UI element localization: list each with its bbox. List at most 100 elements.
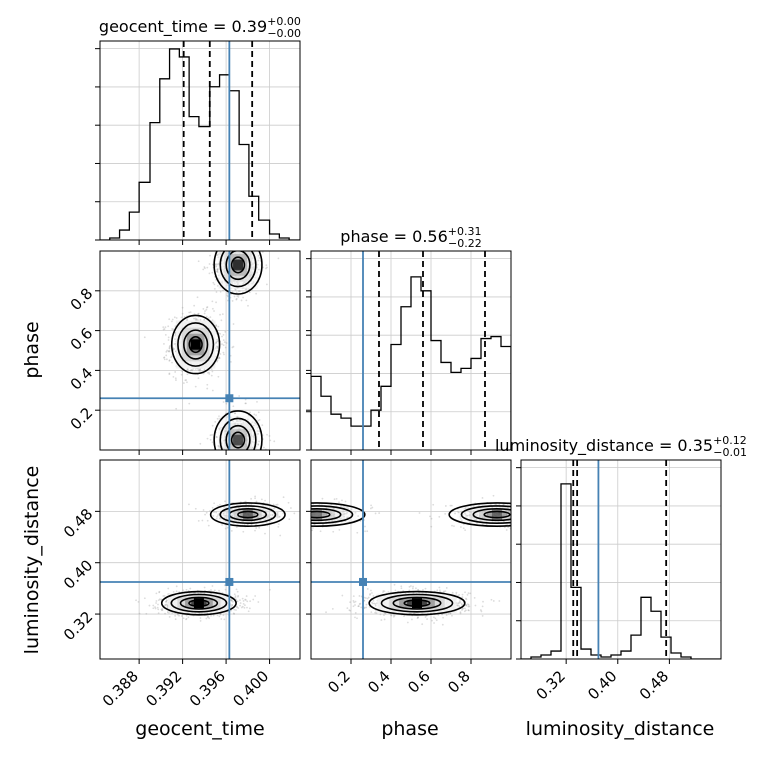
sample-point — [164, 603, 167, 606]
axes-frame — [310, 250, 512, 451]
sample-point — [254, 497, 256, 500]
sample-point — [467, 609, 470, 612]
sample-point — [172, 347, 175, 350]
sample-point — [481, 497, 484, 499]
sample-point — [463, 507, 466, 510]
sample-point — [228, 452, 230, 454]
sample-point — [506, 523, 509, 526]
axes-frame — [99, 40, 301, 241]
density-cell — [233, 434, 243, 447]
sample-point — [226, 515, 229, 517]
sample-point — [374, 609, 377, 612]
sample-point — [215, 301, 217, 304]
sample-point — [483, 510, 486, 513]
sample-point — [492, 600, 495, 602]
sample-point — [163, 358, 166, 361]
sample-point — [317, 515, 320, 517]
sample-point — [309, 522, 311, 524]
sample-point — [145, 612, 148, 615]
sample-point — [233, 454, 235, 456]
sample-point — [468, 513, 471, 516]
sample-point — [241, 441, 244, 444]
contour-line — [380, 593, 454, 613]
sample-point — [171, 320, 173, 323]
sample-point — [302, 519, 304, 521]
sample-point — [364, 525, 366, 528]
density-cell — [311, 512, 327, 517]
x-tick-label: 0.2 — [324, 667, 354, 697]
truth-marker — [225, 577, 234, 586]
sample-point — [260, 498, 263, 501]
sample-point — [235, 519, 238, 522]
sample-point — [211, 389, 214, 392]
sample-point — [164, 612, 166, 615]
sample-point — [234, 247, 236, 249]
sample-point — [501, 515, 504, 517]
sample-point — [232, 455, 234, 457]
sample-point — [258, 430, 261, 433]
sample-point — [535, 510, 537, 512]
sample-point — [230, 599, 233, 602]
sample-point — [157, 603, 159, 606]
sample-point — [246, 439, 249, 442]
sample-point — [365, 606, 368, 609]
sample-point — [245, 244, 247, 246]
sample-point — [535, 509, 537, 511]
sample-point — [172, 590, 175, 593]
sample-point — [238, 248, 240, 250]
sample-point — [230, 246, 232, 248]
sample-point — [438, 586, 441, 589]
sample-point — [237, 461, 239, 463]
sample-point — [249, 514, 251, 517]
sample-point — [222, 614, 225, 617]
sample-point — [340, 505, 342, 508]
sample-point — [189, 587, 192, 590]
sample-point — [236, 429, 239, 431]
x-tick-label: 0.32 — [533, 667, 569, 703]
sample-point — [224, 430, 226, 433]
sample-point — [180, 316, 183, 319]
sample-point — [231, 600, 234, 603]
sample-point — [247, 514, 250, 517]
contour-line — [177, 322, 215, 367]
sample-point — [475, 518, 477, 521]
sample-point — [182, 382, 185, 384]
sample-point — [370, 611, 373, 614]
sample-point — [257, 419, 260, 422]
sample-point — [482, 600, 484, 603]
sample-point — [406, 621, 409, 624]
sample-point — [210, 374, 213, 377]
sample-point — [369, 592, 372, 595]
sample-point — [290, 518, 292, 520]
sample-point — [387, 591, 390, 593]
sample-point — [460, 510, 463, 513]
sample-point — [273, 507, 276, 510]
contour-line — [188, 599, 210, 608]
sample-point — [194, 507, 197, 510]
sample-point — [152, 607, 155, 610]
sample-point — [465, 598, 468, 601]
sample-point — [241, 520, 244, 523]
sample-point — [224, 429, 227, 432]
sample-point — [244, 461, 246, 463]
sample-point — [204, 310, 206, 312]
sample-point — [215, 265, 218, 267]
sample-point — [214, 265, 217, 268]
sample-point — [234, 455, 236, 457]
sample-point — [202, 268, 205, 271]
sample-point — [175, 590, 178, 593]
sample-point — [258, 440, 260, 443]
sample-point — [309, 505, 311, 507]
sample-point — [260, 514, 263, 517]
sample-point — [492, 494, 495, 497]
sample-point — [282, 524, 284, 526]
sample-point — [233, 246, 235, 248]
sample-point — [390, 614, 393, 617]
sample-point — [237, 248, 239, 250]
sample-point — [306, 513, 308, 515]
sample-point — [258, 257, 261, 259]
sample-point — [264, 518, 267, 521]
sample-point — [231, 300, 234, 302]
sample-point — [495, 514, 497, 517]
sample-point — [236, 510, 239, 513]
